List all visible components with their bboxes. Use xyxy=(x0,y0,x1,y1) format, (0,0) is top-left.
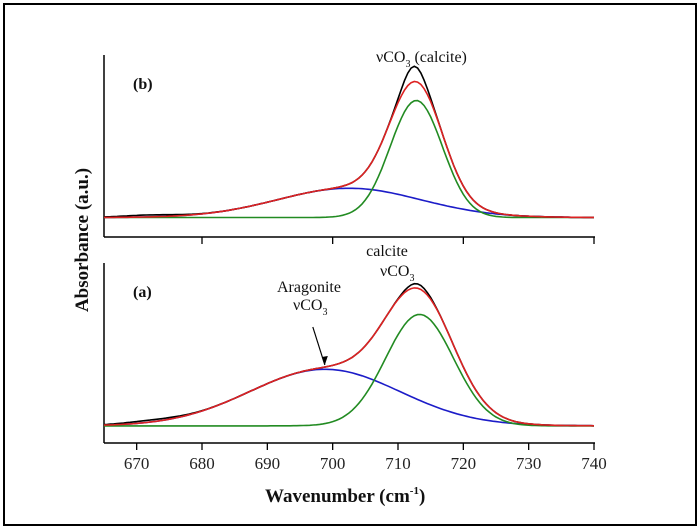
fit-sum-curve xyxy=(104,80,594,219)
x-tick-label: 710 xyxy=(385,454,411,473)
panel-b: (b) νCO3 (calcite) xyxy=(103,49,595,244)
x-tick-label: 690 xyxy=(255,454,281,473)
nu-symbol: ν xyxy=(380,263,387,280)
calcite-suffix: (calcite) xyxy=(410,49,466,66)
x-axis-title: Wavenumber (cm-1) xyxy=(265,485,425,507)
measured-spectrum-curve xyxy=(103,65,594,219)
panel-b-annotation: νCO3 (calcite) xyxy=(376,49,467,70)
x-axis-title-superscript: -1 xyxy=(410,485,419,497)
fit-sum-curve xyxy=(103,287,595,427)
co-text: CO xyxy=(300,297,322,314)
x-tick-label: 720 xyxy=(451,454,477,473)
panel-a: (a) calcite νCO3 Aragonite νCO3 xyxy=(103,243,595,450)
figure-frame xyxy=(3,3,697,526)
calcite-annotation-line2: νCO3 xyxy=(380,263,414,284)
calcite-component-curve xyxy=(104,99,594,219)
aragonite-annotation-line1: Aragonite xyxy=(277,279,341,296)
subscript: 3 xyxy=(322,307,327,318)
x-tick-label: 670 xyxy=(124,454,150,473)
co-text: CO xyxy=(383,49,405,66)
panel-a-label: (a) xyxy=(133,284,152,301)
co-text: CO xyxy=(387,263,409,280)
x-tick-label: 730 xyxy=(516,454,542,473)
x-axis-title-close: ) xyxy=(419,486,425,507)
aragonite-arrow xyxy=(312,326,328,366)
x-axis-title-text: Wavenumber (cm xyxy=(265,486,410,507)
subscript: 3 xyxy=(409,273,414,284)
measured-spectrum-curve xyxy=(103,282,595,427)
x-tick-label: 700 xyxy=(320,454,346,473)
calcite-component-curve xyxy=(104,313,594,427)
subscript: 3 xyxy=(405,59,410,70)
x-tick-label: 680 xyxy=(189,454,215,473)
y-axis-title: Absorbance (a.u.) xyxy=(72,168,93,312)
aragonite-annotation-line2: νCO3 xyxy=(293,297,327,318)
nu-symbol: ν xyxy=(376,49,383,66)
panel-b-label: (b) xyxy=(133,76,153,93)
nu-symbol: ν xyxy=(293,297,300,314)
x-tick-label: 740 xyxy=(581,454,607,473)
calcite-annotation-line1: calcite xyxy=(366,243,408,260)
arrow-head xyxy=(321,356,328,366)
